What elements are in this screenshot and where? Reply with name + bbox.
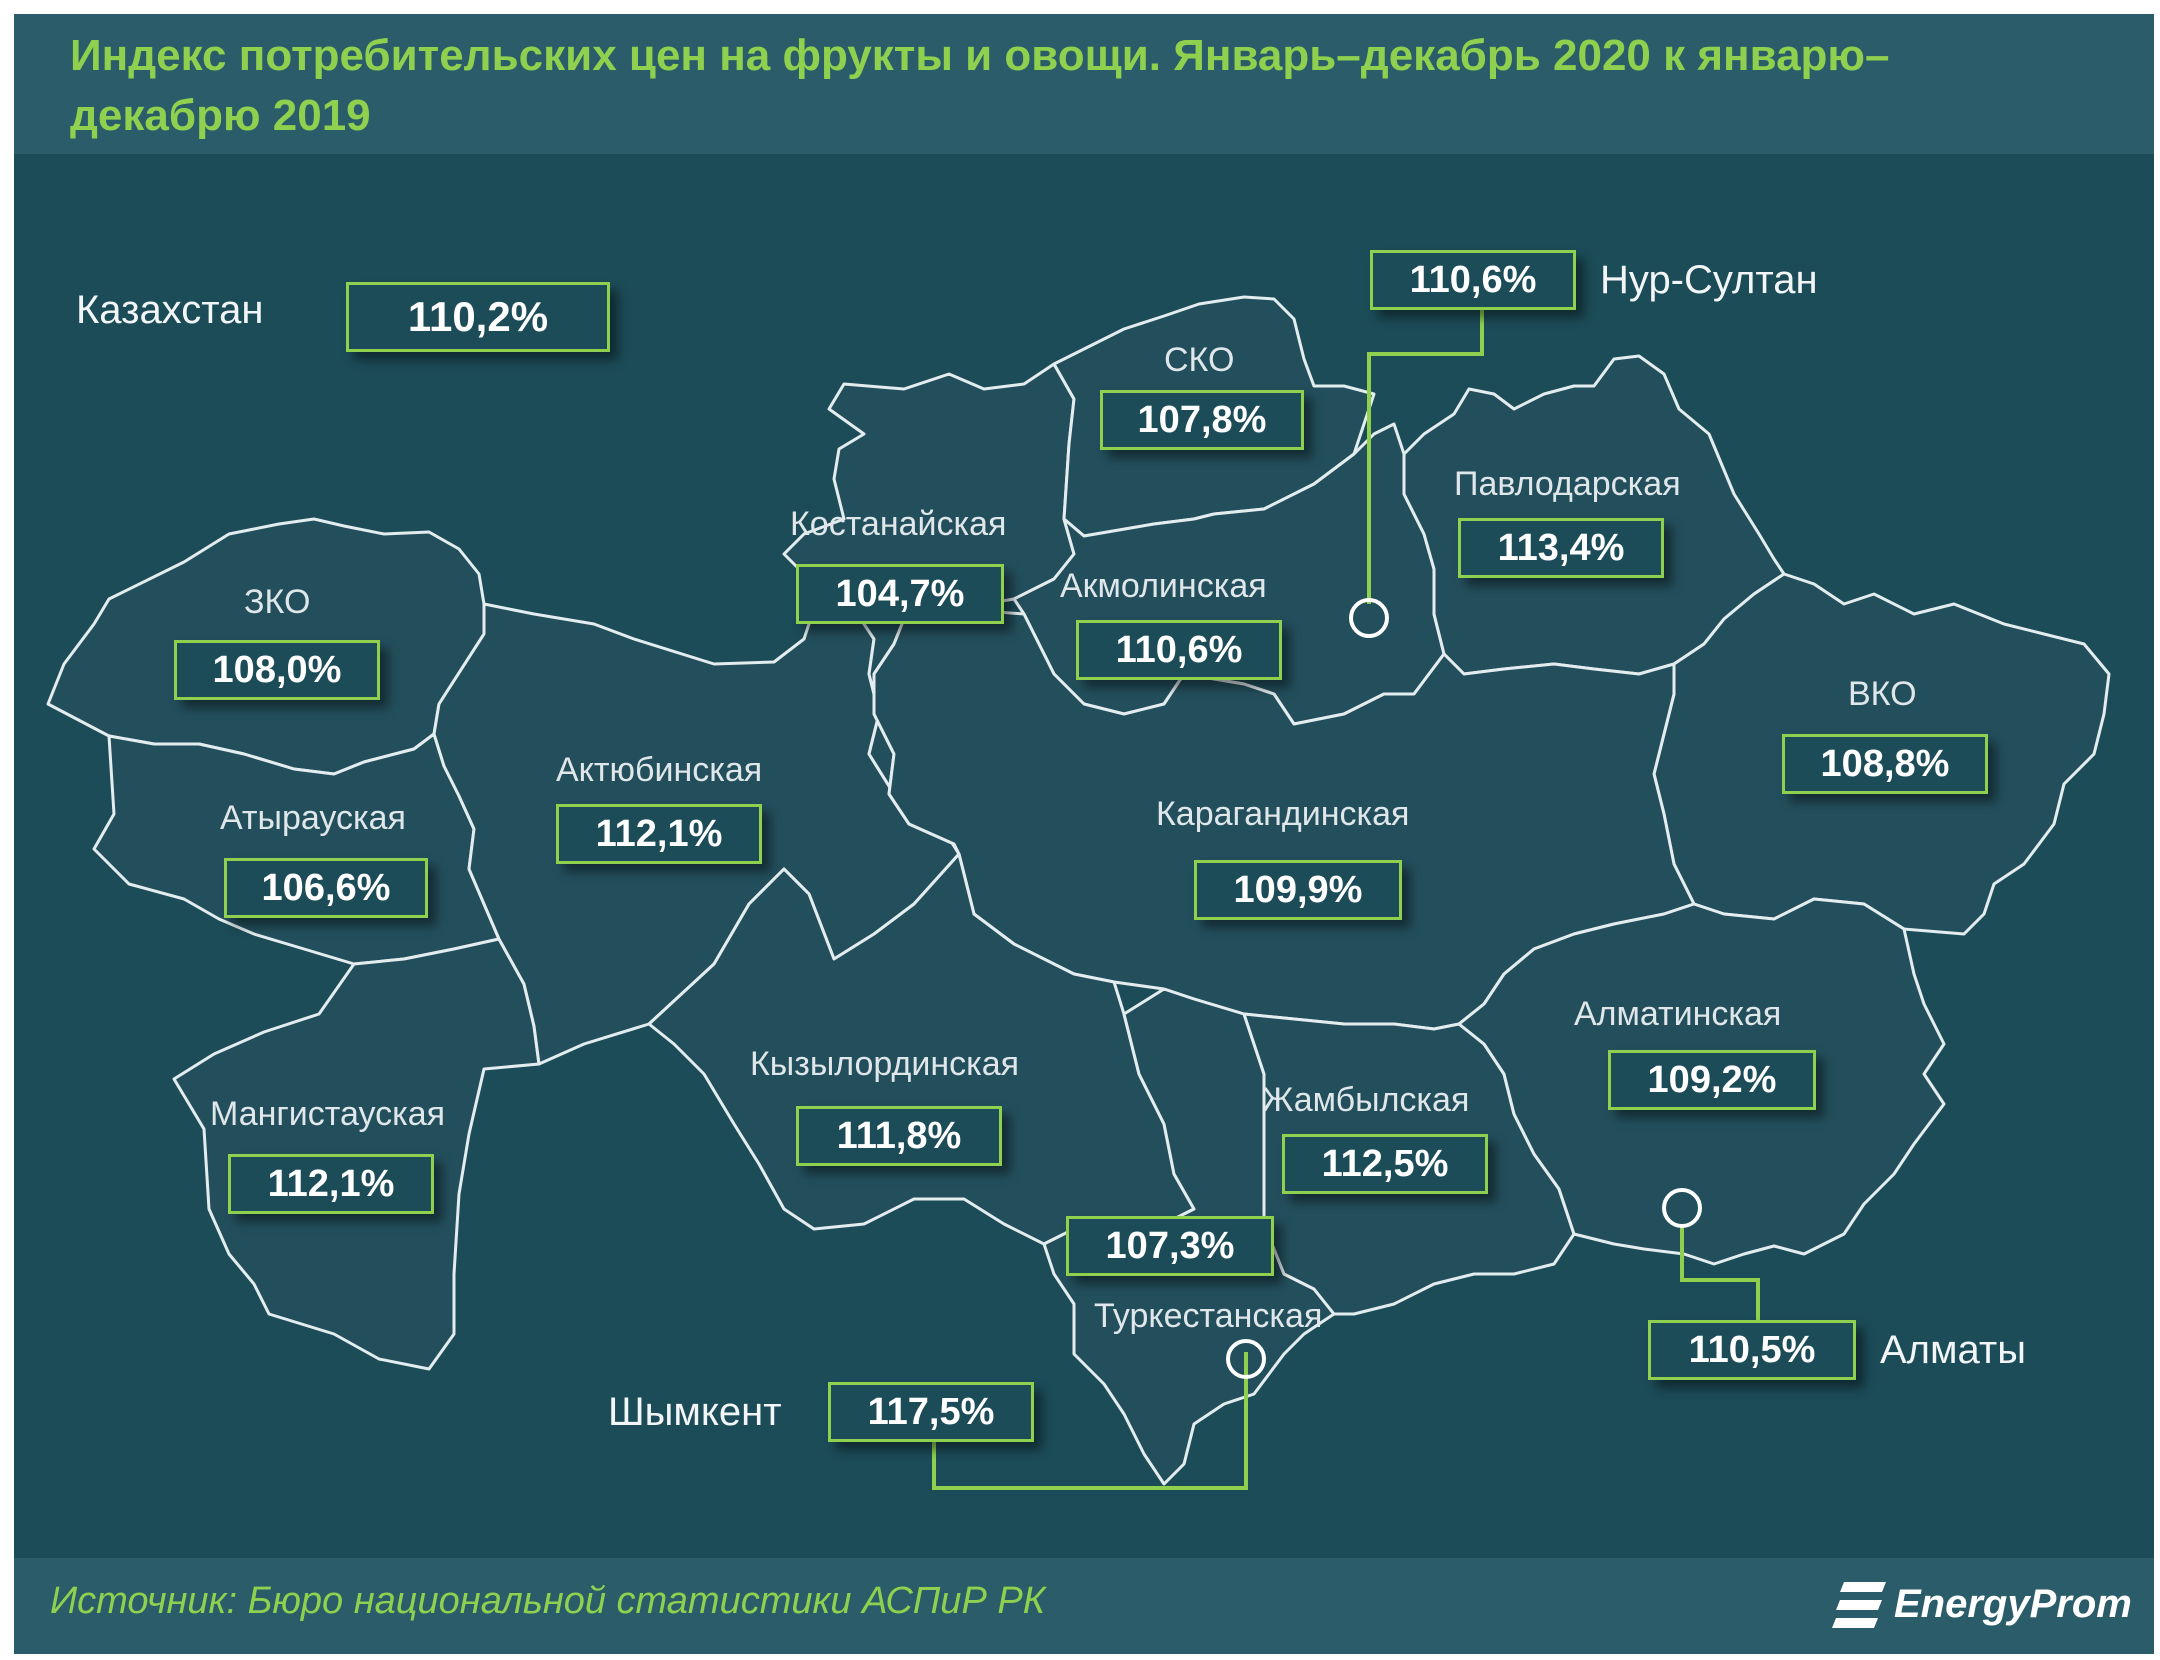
city-label-almaty: Алматы: [1880, 1328, 2026, 1372]
region-value-almaty: 109,2%: [1608, 1050, 1816, 1110]
shymkent-leader-line: [932, 1352, 1248, 1490]
map-canvas: Индекс потребительских цен на фрукты и о…: [14, 14, 2154, 1654]
city-label-shymkent: Шымкент: [608, 1390, 782, 1434]
region-value-atyrau: 106,6%: [224, 858, 428, 918]
city-label-nursultan: Нур-Султан: [1600, 258, 1818, 302]
city-value-shymkent: 117,5%: [828, 1382, 1034, 1442]
title-bar: Индекс потребительских цен на фрукты и о…: [14, 14, 2154, 154]
region-value-pavlodar: 113,4%: [1458, 518, 1664, 578]
region-shape-atyrau: [92, 732, 501, 966]
region-label-turkestan: Туркестанская: [1094, 1297, 1323, 1335]
region-value-zhambyl: 112,5%: [1282, 1134, 1488, 1194]
almaty-leader-line: [1680, 1224, 1760, 1320]
region-label-karaganda: Карагандинская: [1156, 795, 1410, 833]
region-value-akmola: 110,6%: [1076, 620, 1282, 680]
city-value-almaty: 110,5%: [1648, 1320, 1856, 1380]
region-value-zko: 108,0%: [174, 640, 380, 700]
region-value-aktobe: 112,1%: [556, 804, 762, 864]
leaders-layer: [932, 310, 1760, 1490]
region-label-kyzylorda: Кызылординская: [750, 1045, 1020, 1083]
region-value-turkestan: 107,3%: [1066, 1216, 1274, 1276]
region-label-aktobe: Актюбинская: [556, 751, 763, 789]
map-title: Индекс потребительских цен на фрукты и о…: [70, 31, 1890, 140]
shymkent-marker-icon: [1226, 1339, 1266, 1379]
region-label-vko: ВКО: [1848, 675, 1917, 713]
region-label-almaty: Алматинская: [1574, 995, 1782, 1033]
city-markers-layer: [1226, 598, 1702, 1379]
region-label-akmola: Акмолинская: [1060, 567, 1267, 605]
region-label-kostanay: Костанайская: [790, 505, 1007, 543]
region-label-zko: ЗКО: [244, 583, 311, 621]
city-value-nursultan: 110,6%: [1370, 250, 1576, 310]
country-name: Казахстан: [76, 288, 264, 332]
region-label-sko: СКО: [1164, 341, 1235, 379]
source-note: Источник: Бюро национальной статистики А…: [50, 1580, 1046, 1622]
region-value-kyzylorda: 111,8%: [796, 1106, 1002, 1166]
region-value-karaganda: 109,9%: [1194, 860, 1402, 920]
region-label-atyrau: Атырауская: [220, 799, 406, 837]
energyprom-logo-icon: [1832, 1582, 1886, 1628]
nursultan-marker-icon: [1349, 598, 1389, 638]
region-value-mangystau: 112,1%: [228, 1154, 434, 1214]
nursultan-leader-line: [1367, 310, 1484, 604]
almaty-marker-icon: [1662, 1188, 1702, 1228]
region-value-vko: 108,8%: [1782, 734, 1988, 794]
country-value-box: 110,2%: [346, 282, 610, 352]
region-label-mangystau: Мангистауская: [210, 1095, 446, 1133]
logo-text: EnergyProm: [1894, 1582, 2132, 1626]
region-value-sko: 107,8%: [1100, 390, 1304, 450]
region-label-pavlodar: Павлодарская: [1454, 465, 1681, 503]
region-value-kostanay: 104,7%: [796, 564, 1004, 624]
footer-bar: Источник: Бюро национальной статистики А…: [14, 1558, 2154, 1654]
region-label-zhambyl: Жамбылская: [1262, 1081, 1470, 1119]
